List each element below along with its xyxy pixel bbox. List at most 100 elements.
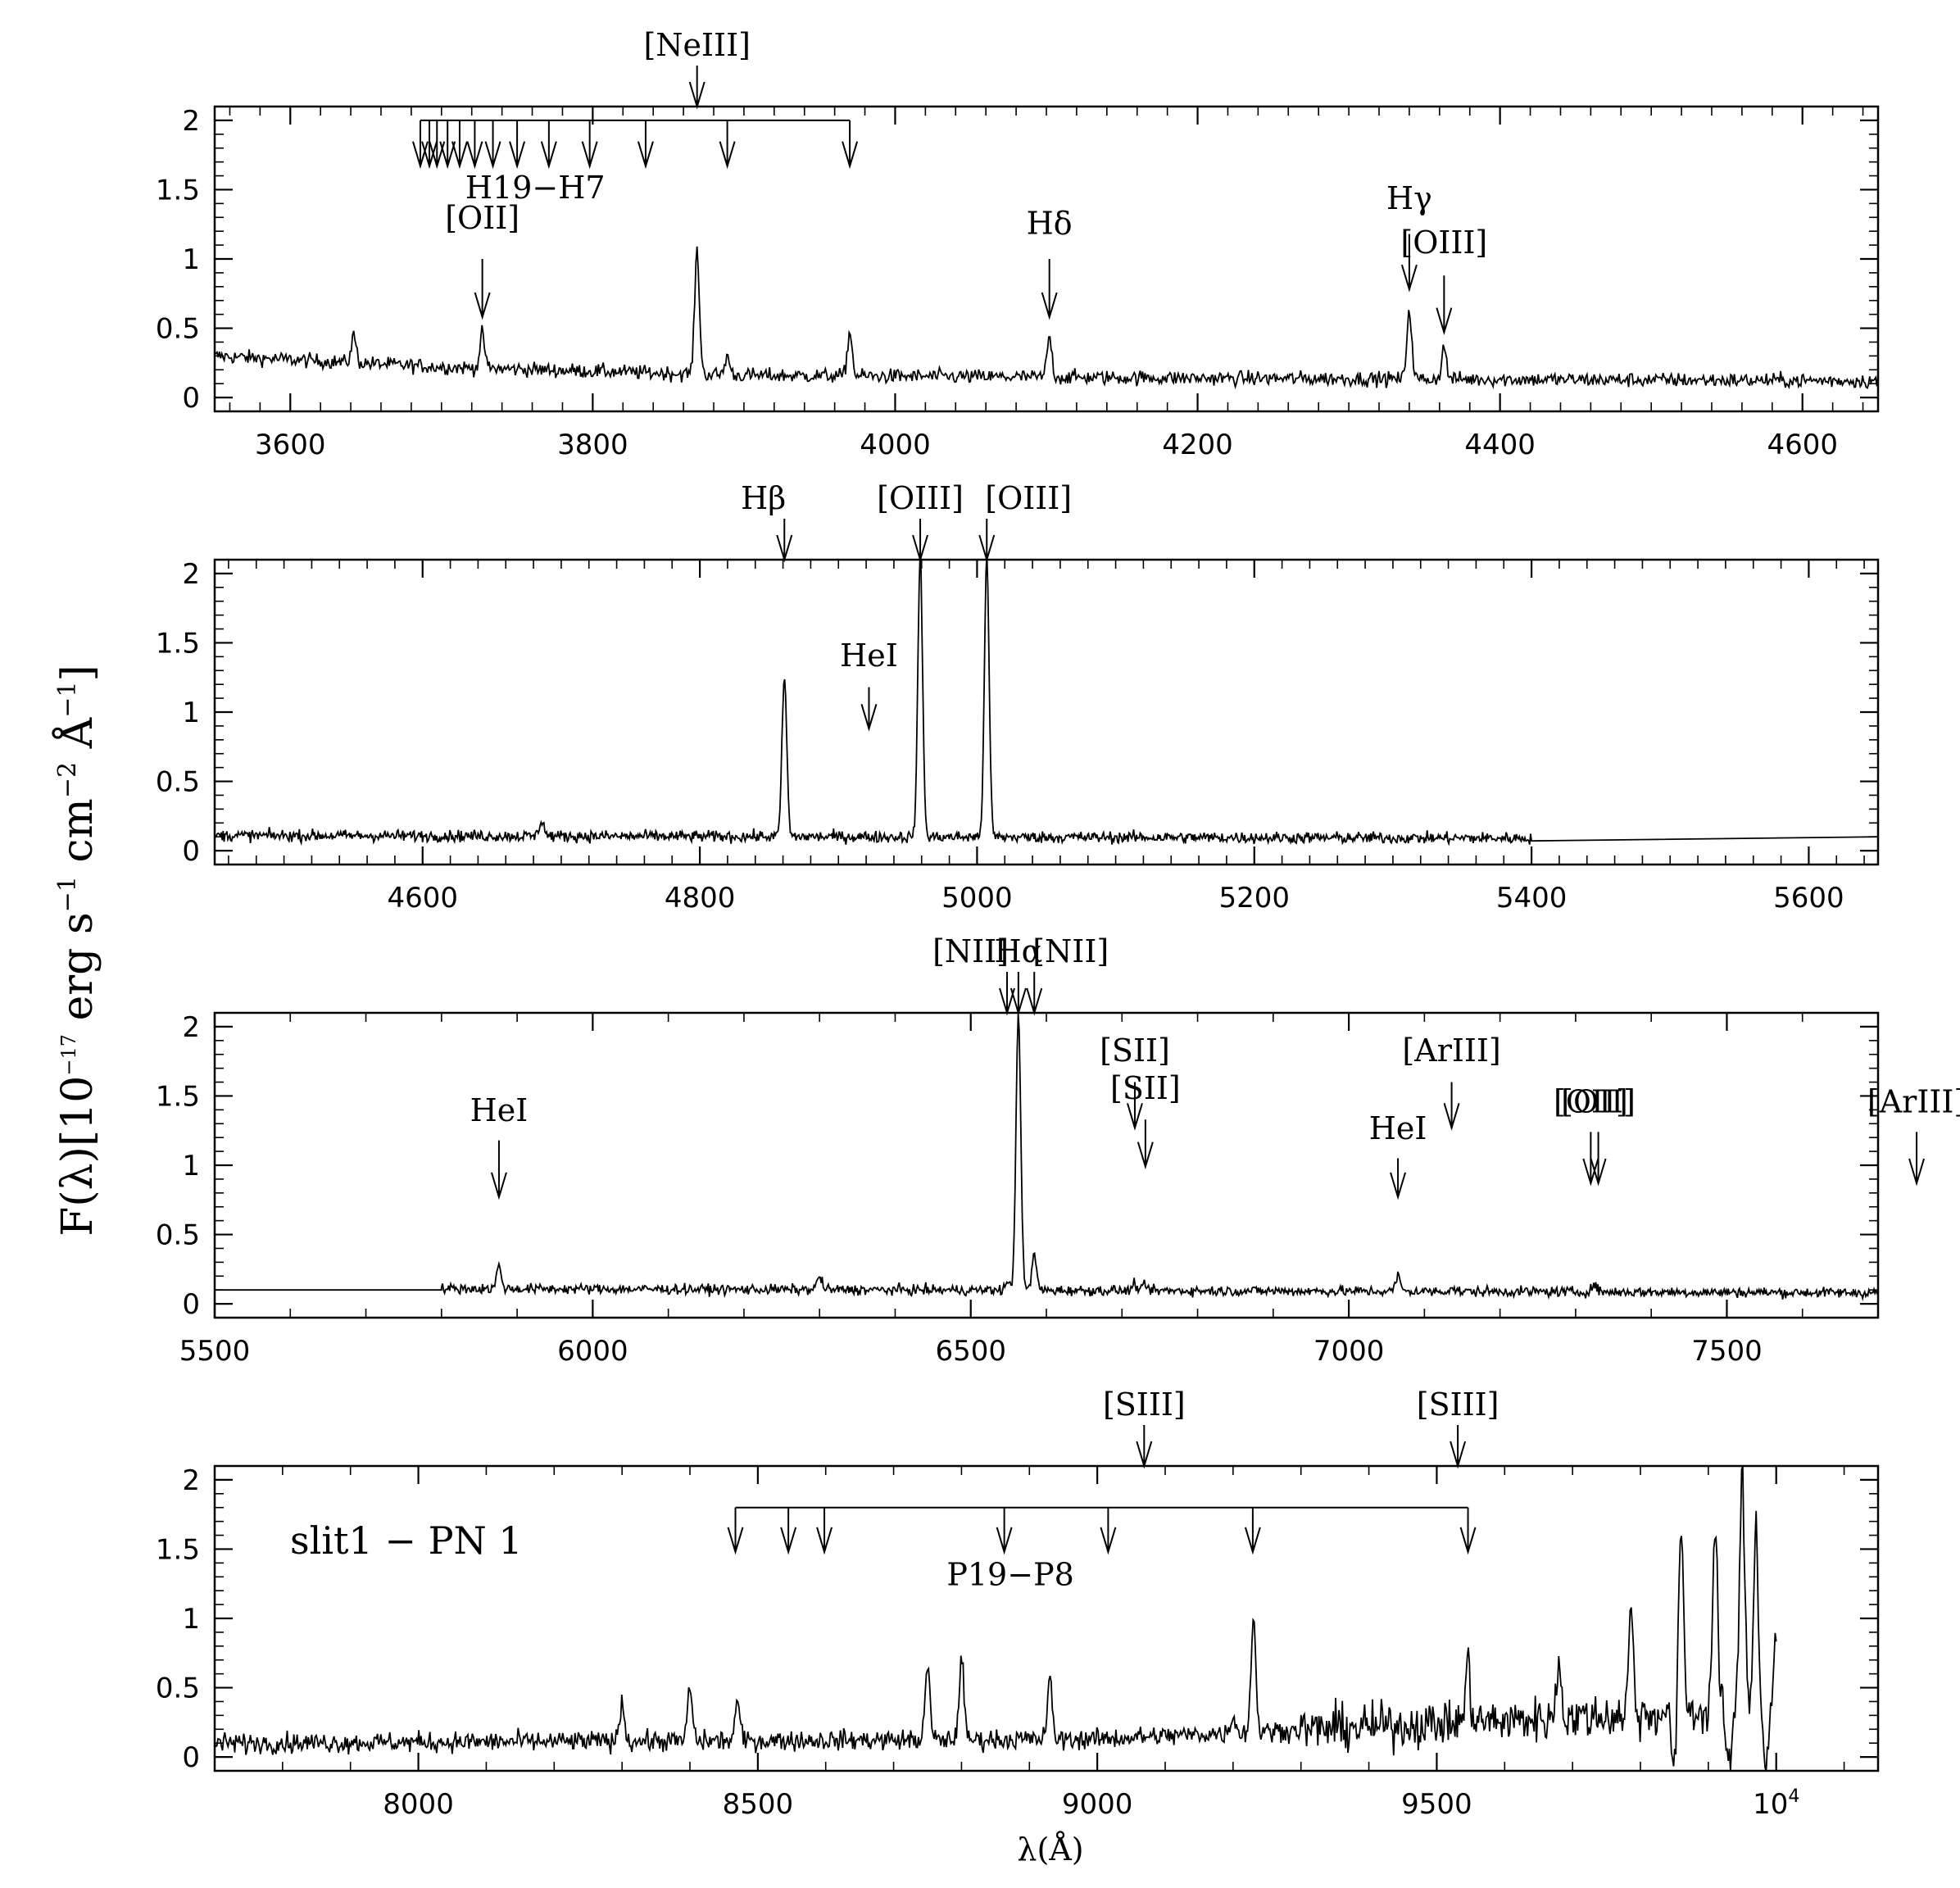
top-marker-arrow xyxy=(978,519,996,563)
line-marker-arrow xyxy=(1582,1132,1599,1187)
series-arrow xyxy=(451,120,468,170)
top-marker-label: [SIII] xyxy=(1417,1386,1499,1423)
series-arrow xyxy=(996,1507,1013,1555)
line-marker-arrow xyxy=(1390,1158,1407,1200)
spectrum-line xyxy=(215,1014,1878,1301)
x-tick-label: 5400 xyxy=(1496,882,1568,914)
y-tick-label: 1 xyxy=(182,697,200,729)
line-marker-arrow xyxy=(1041,259,1058,320)
series-arrow xyxy=(540,120,557,170)
y-tick-label: 0 xyxy=(182,1741,200,1774)
y-tick-label: 0.5 xyxy=(156,1219,200,1252)
line-label: [SII] xyxy=(1110,1070,1181,1106)
series-arrow xyxy=(637,120,654,170)
x-tick-label: 9000 xyxy=(1062,1788,1133,1821)
y-tick-label: 0.5 xyxy=(156,313,200,346)
series-arrow xyxy=(1244,1507,1261,1555)
series-arrow xyxy=(466,120,483,170)
y-tick-label: 2 xyxy=(182,1464,200,1497)
line-label: [ArIII] xyxy=(1867,1084,1960,1120)
x-tick-label: 9500 xyxy=(1401,1788,1472,1821)
y-tick-label: 1 xyxy=(182,1150,200,1182)
line-marker-arrow xyxy=(1127,1082,1143,1131)
series-arrow xyxy=(727,1507,744,1555)
top-marker-arrow xyxy=(1450,1425,1467,1469)
spectrum-line xyxy=(215,560,1878,846)
series-arrow xyxy=(842,120,859,170)
top-marker-label: Hβ xyxy=(741,480,786,516)
series-arrow xyxy=(816,1507,833,1555)
spectrum-panel-1: 0 0.5 1 1.5 2 3600 3800 4000 4200 4400 4600 [OII] Hδ… xyxy=(156,27,1880,461)
x-tick-label: 5600 xyxy=(1773,882,1844,914)
line-marker-arrow xyxy=(1908,1132,1926,1187)
top-marker-label: [NeIII] xyxy=(643,27,750,63)
y-tick-label: 0.5 xyxy=(156,766,200,799)
top-marker-label: [OIII] xyxy=(985,480,1072,516)
line-label: [ArIII] xyxy=(1402,1032,1500,1069)
spectrum-line xyxy=(215,1466,1777,1771)
x-tick-label: 4400 xyxy=(1464,429,1536,461)
line-label: [OII] xyxy=(445,200,519,236)
series-label: H19−H7 xyxy=(465,170,606,206)
y-tick-label: 1.5 xyxy=(156,627,200,660)
y-tick-label: 2 xyxy=(182,105,200,138)
top-marker-label: [NII] xyxy=(1032,933,1109,969)
y-tick-label: 0 xyxy=(182,1288,200,1321)
line-marker-arrow xyxy=(1436,275,1453,336)
y-tick-label: 1.5 xyxy=(156,174,200,206)
series-arrow xyxy=(439,120,456,170)
line-marker-arrow xyxy=(1400,234,1418,293)
top-marker-arrow xyxy=(1136,1425,1153,1469)
line-label: [OIII] xyxy=(1400,225,1487,261)
top-marker-arrow xyxy=(999,972,1015,1016)
y-tick-label: 2 xyxy=(182,558,200,591)
x-tick-label: 4800 xyxy=(665,882,736,914)
top-marker-label: [OIII] xyxy=(877,480,964,516)
line-label: [OII] xyxy=(1561,1084,1636,1120)
series-arrow xyxy=(581,120,598,170)
x-tick-label: 8000 xyxy=(383,1788,454,1821)
line-marker-arrow xyxy=(860,687,878,732)
line-label: Hδ xyxy=(1027,206,1073,242)
line-marker-arrow xyxy=(1137,1119,1154,1170)
spectrum-panel-3: 0 0.5 1 1.5 2 5500 6000 6500 7000 7500 HeI [SII][SI… xyxy=(156,933,1960,1368)
spectrum-panel-2: 0 0.5 1 1.5 2 4600 4800 5000 5200 5400 5600 HeI Hβ [O… xyxy=(156,480,1880,914)
x-tick-label: 6000 xyxy=(557,1335,628,1368)
x-tick-label: 5000 xyxy=(941,882,1013,914)
line-label: Hγ xyxy=(1386,180,1432,216)
line-marker-arrow xyxy=(490,1140,507,1200)
series-arrow xyxy=(780,1507,797,1555)
x-tick-label: 7500 xyxy=(1691,1335,1763,1368)
x-axis-label: λ(Å) xyxy=(1017,1831,1083,1868)
y-tick-label: 0 xyxy=(182,382,200,415)
series-label: P19−P8 xyxy=(946,1557,1074,1593)
top-marker-label: [SIII] xyxy=(1103,1386,1186,1423)
series-arrow xyxy=(509,120,526,170)
line-label: [OII] xyxy=(1554,1084,1628,1120)
x-tick-label: 6500 xyxy=(935,1335,1006,1368)
x-tick-label: 3600 xyxy=(255,429,326,461)
line-label: HeI xyxy=(840,638,898,674)
y-tick-label: 1.5 xyxy=(156,1533,200,1566)
panel-label: slit1 − PN 1 xyxy=(290,1518,523,1563)
x-tick-label: 7000 xyxy=(1313,1335,1385,1368)
top-marker-label: [NII] xyxy=(932,933,1009,969)
top-marker-arrow xyxy=(776,519,793,563)
x-tick-label: 4600 xyxy=(1767,429,1838,461)
x-tick-label: 3800 xyxy=(557,429,628,461)
top-marker-label: Hα xyxy=(994,933,1042,969)
line-marker-arrow xyxy=(1590,1132,1607,1187)
top-marker-arrow xyxy=(912,519,929,563)
line-label: HeI xyxy=(1369,1110,1427,1146)
series-arrow xyxy=(1459,1507,1477,1555)
y-tick-label: 1 xyxy=(182,243,200,276)
x-tick-label: 8500 xyxy=(723,1788,794,1821)
y-axis-label: F(λ)[10−17 erg s−1 cm−2 Å−1] xyxy=(52,665,102,1236)
x-tick-label: 5500 xyxy=(179,1335,251,1368)
y-tick-label: 0 xyxy=(182,835,200,868)
series-arrow xyxy=(719,120,736,170)
series-arrow xyxy=(1100,1507,1117,1555)
y-tick-label: 2 xyxy=(182,1011,200,1044)
